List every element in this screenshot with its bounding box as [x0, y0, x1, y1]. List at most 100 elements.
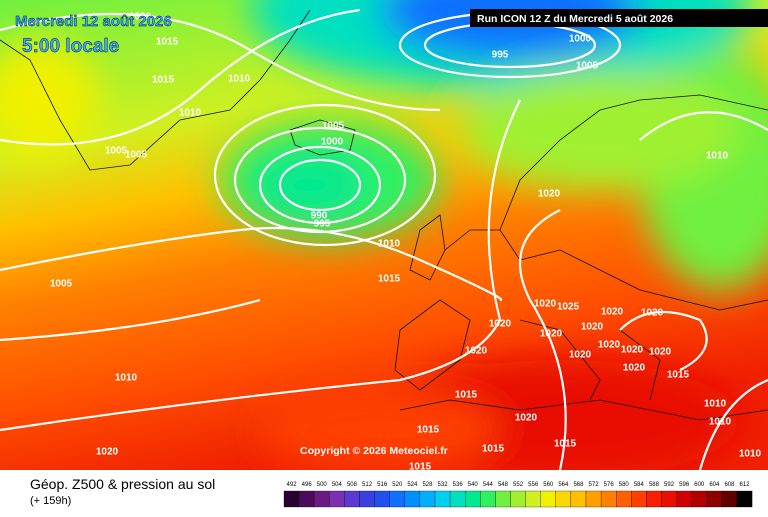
colorbar-label: 508	[347, 482, 358, 488]
colorbar-label: 504	[332, 482, 343, 488]
isobar-label: 1015	[667, 370, 690, 381]
colorbar-label: 608	[724, 482, 735, 488]
colorbar: 492 496 500 504 508 512 516 520 524 528 532 536 540 5…	[283, 482, 753, 508]
colorbar-label: 492	[287, 482, 298, 488]
time-label: 5:00 locale	[22, 36, 119, 57]
isobar-label: 1020	[581, 322, 604, 333]
isobar-label: 1005	[576, 61, 599, 72]
footer-title: Géop. Z500 & pression au sol	[30, 476, 215, 492]
isobar-label: 1020	[534, 299, 557, 310]
colorbar-swatch	[495, 490, 511, 508]
colorbar-label: 516	[377, 482, 388, 488]
isobar-label: 1020	[598, 340, 621, 351]
isobar-label: 1020	[515, 413, 538, 424]
isobars	[0, 8, 768, 471]
isobar-label: 1020	[641, 308, 664, 319]
isobar-label: 1010	[179, 108, 202, 119]
colorbar-label: 512	[362, 482, 373, 488]
footer-lead: (+ 159h)	[30, 495, 71, 507]
colorbar-swatch	[419, 490, 436, 508]
colorbar-label: 576	[604, 482, 615, 488]
colorbar-label: 564	[558, 482, 569, 488]
colorbar-swatch	[631, 490, 647, 508]
colorbar-swatch	[434, 490, 451, 508]
colorbar-swatch	[736, 490, 753, 508]
colorbar-label: 612	[740, 482, 751, 488]
colorbar-swatch	[661, 490, 677, 508]
isobar-label: 1020	[649, 347, 672, 358]
isobar-label: 1020	[465, 346, 488, 357]
colorbar-swatch	[465, 490, 481, 508]
isobar-label: 1005	[50, 279, 73, 290]
isobar-label: 1000	[321, 137, 344, 148]
colorbar-swatch	[600, 490, 617, 508]
colorbar-swatch	[298, 490, 315, 508]
colorbar-swatch	[314, 490, 330, 508]
isobar-label: 1010	[228, 74, 251, 85]
colorbar-swatch	[721, 490, 738, 508]
colorbar-label: 572	[589, 482, 600, 488]
isobar-label: 1020	[96, 447, 119, 458]
date-label: Mercredi 12 août 2026	[15, 13, 172, 30]
isobar-label: 1015	[482, 444, 505, 455]
isobar-label: 1015	[455, 390, 478, 401]
colorbar-label: 536	[453, 482, 464, 488]
colorbar-label: 500	[317, 482, 328, 488]
isobar-label: 1015	[554, 439, 577, 450]
isobar-label: 1005	[105, 146, 128, 157]
colorbar-swatch	[359, 490, 375, 508]
colorbar-label: 532	[438, 482, 449, 488]
colorbar-label: 580	[619, 482, 630, 488]
colorbar-label: 592	[664, 482, 675, 488]
colorbar-swatch	[449, 490, 466, 508]
colorbar-label: 568	[573, 482, 584, 488]
colorbar-label: 600	[694, 482, 705, 488]
colorbar-swatch	[374, 490, 390, 508]
colorbar-swatch	[706, 490, 723, 508]
colorbar-swatch	[646, 490, 662, 508]
isobar-label: 1015	[378, 274, 401, 285]
isobar-label: 1020	[623, 363, 646, 374]
colorbar-label: 584	[634, 482, 645, 488]
coastlines	[0, 9, 768, 421]
isobar-label: 1020	[538, 189, 561, 200]
isobar-label: 1010	[378, 239, 401, 250]
isobar-label: 1005	[125, 150, 148, 161]
run-label: Run ICON 12 Z du Mercredi 5 août 2026	[477, 13, 673, 25]
colorbar-label: 520	[392, 482, 403, 488]
isobar-label: 1015	[156, 37, 179, 48]
colorbar-label: 548	[498, 482, 509, 488]
colorbar-label: 524	[407, 482, 418, 488]
colorbar-label: 496	[302, 482, 313, 488]
isobar-label: 1010	[704, 399, 727, 410]
isobar-label: 1020	[569, 350, 592, 361]
colorbar-swatch	[283, 490, 300, 508]
isobar-label: 1010	[709, 417, 732, 428]
colorbar-swatch	[344, 490, 360, 508]
colorbar-swatch	[676, 490, 692, 508]
colorbar-swatch	[329, 490, 345, 508]
colorbar-label: 556	[528, 482, 539, 488]
colorbar-swatch	[480, 490, 496, 508]
colorbar-swatch	[540, 490, 556, 508]
isobar-label: 1015	[417, 425, 440, 436]
isobar-label: 1020	[601, 307, 624, 318]
colorbar-label: 560	[543, 482, 554, 488]
isobar-label: 1020	[129, 12, 152, 23]
isobar-label: 990	[311, 211, 328, 222]
colorbar-label: 540	[468, 482, 479, 488]
field	[0, 0, 768, 480]
colorbar-label: 588	[649, 482, 660, 488]
isobar-label: 995	[314, 219, 331, 230]
isobar-label: 1020	[489, 319, 512, 330]
isobar-label: 1010	[115, 373, 138, 384]
colorbar-swatch	[404, 490, 421, 508]
colorbar-label: 544	[483, 482, 494, 488]
isobar-label: 1015	[152, 75, 175, 86]
colorbar-swatch	[616, 490, 632, 508]
colorbar-label: 604	[709, 482, 720, 488]
isobar-label: 1010	[706, 151, 729, 162]
